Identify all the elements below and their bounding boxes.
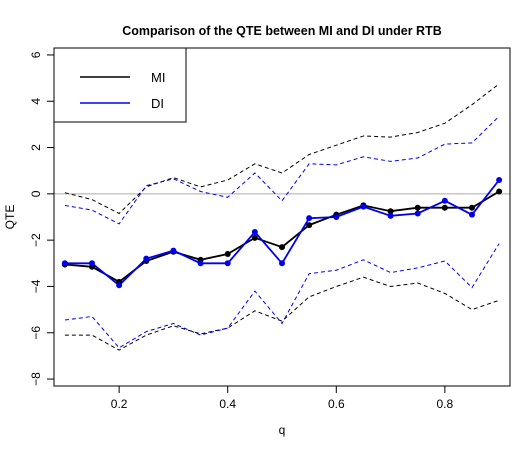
- data-point-di: [224, 260, 231, 267]
- data-point-mi: [224, 251, 231, 258]
- legend-label-di: DI: [151, 96, 164, 111]
- data-point-di: [279, 260, 285, 267]
- data-point-mi: [469, 204, 475, 211]
- x-axis: 0.2 0.4 0.6 0.8: [111, 386, 454, 411]
- data-point-mi: [441, 204, 448, 211]
- data-point-di: [251, 229, 258, 236]
- y-tick-label: −8: [29, 372, 43, 386]
- legend-box: [53, 47, 187, 123]
- x-tick-label: 0.4: [219, 397, 236, 411]
- data-point-di: [61, 260, 68, 267]
- data-point-di: [387, 212, 394, 219]
- legend-label-mi: MI: [151, 70, 165, 85]
- data-point-di: [333, 214, 340, 220]
- y-tick-label: 0: [29, 190, 43, 197]
- series-lines: [64, 179, 500, 287]
- plot-area: [53, 47, 511, 387]
- confidence-bands: [64, 83, 500, 351]
- x-tick-label: 0.2: [111, 397, 128, 411]
- y-axis: −8 −6 −4 −2 0 2 4 6: [29, 51, 54, 386]
- data-point-di: [441, 197, 448, 204]
- data-point-di: [170, 247, 177, 254]
- data-point-mi: [387, 208, 394, 215]
- x-tick-label: 0.8: [437, 397, 454, 411]
- x-axis-label: q: [279, 423, 286, 437]
- data-point-di: [89, 260, 95, 267]
- data-point-mi: [279, 244, 285, 251]
- data-point-di: [469, 211, 475, 218]
- data-point-di: [116, 282, 123, 289]
- lower-band-di: [64, 243, 500, 349]
- lower-band-mi: [64, 276, 500, 351]
- data-point-di: [496, 176, 503, 183]
- data-point-mi: [496, 188, 503, 195]
- y-tick-label: 6: [29, 51, 43, 58]
- y-tick-label: 2: [29, 144, 43, 151]
- plot-frame: [53, 47, 511, 387]
- data-point-mi: [251, 234, 258, 241]
- series-points: [61, 176, 503, 289]
- y-axis-label: QTE: [3, 205, 17, 230]
- data-point-di: [306, 215, 313, 222]
- x-tick-label: 0.6: [328, 397, 345, 411]
- y-tick-label: −2: [29, 233, 43, 247]
- data-point-di: [143, 255, 150, 262]
- chart-title: Comparison of the QTE between MI and DI …: [122, 24, 441, 38]
- y-tick-label: 4: [29, 98, 43, 105]
- data-point-mi: [306, 222, 313, 229]
- data-point-di: [197, 260, 204, 267]
- y-tick-label: −4: [29, 279, 43, 293]
- data-point-mi: [414, 204, 421, 211]
- legend: MI DI: [53, 47, 187, 123]
- data-point-di: [414, 210, 421, 217]
- y-tick-label: −6: [29, 326, 43, 340]
- series-line-di: [64, 179, 500, 287]
- data-point-di: [360, 203, 367, 210]
